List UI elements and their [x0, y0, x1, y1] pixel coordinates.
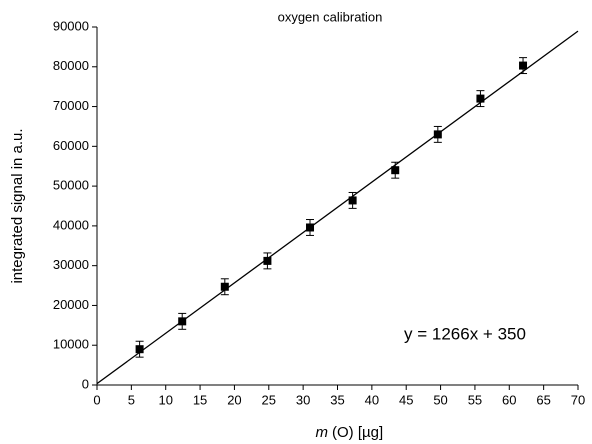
y-tick-label: 80000 — [53, 58, 89, 73]
y-axis-label: integrated signal in a.u. — [9, 128, 26, 283]
point — [220, 282, 229, 291]
y-tick-label: 20000 — [53, 297, 89, 312]
x-tick-label: 20 — [227, 392, 241, 407]
y-tick-label: 90000 — [53, 18, 89, 33]
x-tick-label: 70 — [571, 392, 585, 407]
x-tick-label: 15 — [193, 392, 207, 407]
chart-title: oxygen calibration — [278, 9, 383, 24]
point — [306, 223, 315, 232]
x-axis-label: (O) [µg] — [332, 424, 383, 441]
x-tick-label: 0 — [93, 392, 100, 407]
x-tick-label: 50 — [433, 392, 447, 407]
fit-line — [96, 30, 579, 385]
x-tick-label: 35 — [330, 392, 344, 407]
point — [519, 61, 528, 70]
y-tick-label: 60000 — [53, 138, 89, 153]
y-tick-label: 40000 — [53, 217, 89, 232]
x-tick-label: 10 — [158, 392, 172, 407]
point — [348, 196, 357, 205]
x-axis-label-var: m — [316, 424, 329, 441]
point — [433, 130, 442, 139]
x-tick-label: 40 — [365, 392, 379, 407]
x-tick-label: 45 — [399, 392, 413, 407]
x-tick-label: 25 — [262, 392, 276, 407]
x-tick-label: 5 — [128, 392, 135, 407]
y-tick-label: 0 — [82, 376, 89, 391]
point — [135, 345, 144, 354]
y-tick-label: 30000 — [53, 257, 89, 272]
fit-equation: y = 1266x + 350 — [404, 324, 526, 343]
y-tick-label: 10000 — [53, 337, 89, 352]
point — [263, 256, 272, 265]
x-tick-label: 55 — [468, 392, 482, 407]
point — [178, 317, 187, 326]
point — [391, 166, 400, 175]
y-tick-label: 70000 — [53, 98, 89, 113]
x-tick-label: 60 — [502, 392, 516, 407]
x-tick-label: 65 — [536, 392, 550, 407]
x-tick-label: 30 — [296, 392, 310, 407]
point — [476, 94, 485, 103]
y-tick-label: 50000 — [53, 178, 89, 193]
